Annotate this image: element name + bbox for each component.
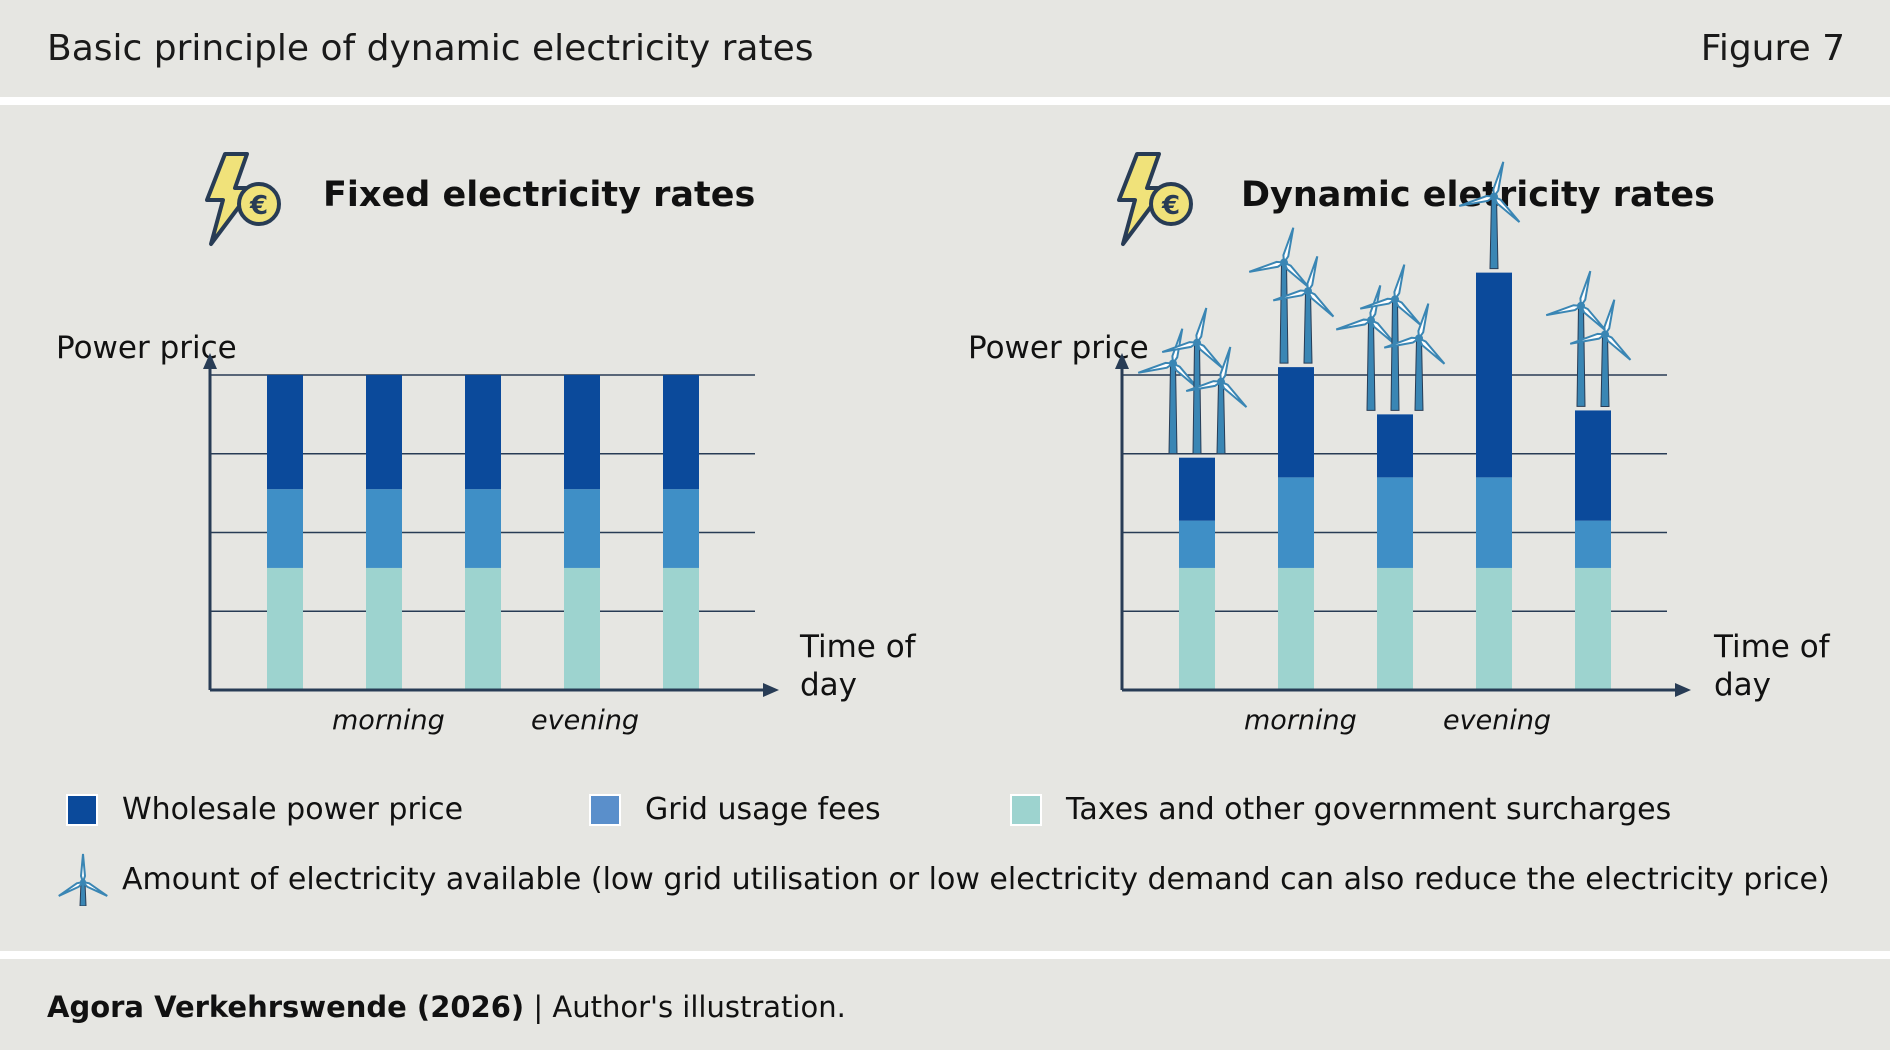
bar-segment-grid <box>1179 520 1215 568</box>
legend-swatch-taxes <box>1010 793 1042 826</box>
right-panel-title: Dynamic eletricity rates <box>1241 175 1715 215</box>
bar-segment-grid <box>663 489 699 568</box>
svg-text:€: € <box>249 191 268 221</box>
euro-bolt-icon: € <box>1117 152 1193 246</box>
bar-segment-taxes <box>465 567 501 690</box>
bar-segment-wholesale <box>366 375 402 490</box>
figure-number: Figure 7 <box>1700 28 1845 69</box>
wind-turbine-icon <box>1272 256 1335 364</box>
bar-segment-grid <box>366 489 402 568</box>
bar-segment-wholesale <box>663 375 699 490</box>
wind-turbine-icon <box>1545 270 1608 407</box>
legend-swatch-grid <box>589 793 621 826</box>
left-category-morning: morning <box>332 705 445 736</box>
right-category-morning: morning <box>1244 705 1357 736</box>
right-y-axis-label: Power price <box>968 330 1149 366</box>
bottom-divider <box>0 951 1890 959</box>
header: Basic principle of dynamic electricity r… <box>0 0 1890 96</box>
bar-segment-taxes <box>1377 567 1413 690</box>
bar-segment-taxes <box>663 567 699 690</box>
bar-segment-grid <box>267 489 303 568</box>
bar-segment-grid <box>1575 520 1611 568</box>
wind-turbine-icon <box>1458 161 1521 270</box>
y-axis-arrow <box>1115 353 1129 369</box>
wind-turbine-icon <box>1161 307 1224 455</box>
wind-turbine-icon <box>1137 328 1200 455</box>
bar-segment-grid <box>465 489 501 568</box>
legend-turbine: Amount of electricity available (low gri… <box>58 852 1830 906</box>
top-divider <box>0 97 1890 105</box>
x-axis-arrow <box>1675 683 1691 697</box>
bar-segment-taxes <box>267 567 303 690</box>
euro-bolt-icon: € <box>205 152 281 246</box>
bar-segment-wholesale <box>1377 414 1413 478</box>
bar-segment-grid <box>564 489 600 568</box>
left-x-axis-label: Time of day <box>800 629 916 703</box>
footer-source-name: Agora Verkehrswende (2026) <box>47 990 525 1024</box>
bar-segment-taxes <box>366 567 402 690</box>
y-axis-arrow <box>203 353 217 369</box>
left-panel-title: Fixed electricity rates <box>323 175 756 215</box>
right-x-axis-label: Time of day <box>1714 629 1830 703</box>
bar-segment-wholesale <box>267 375 303 490</box>
legend-taxes: Taxes and other government surcharges <box>1010 792 1671 827</box>
left-y-axis-label: Power price <box>56 330 237 366</box>
legend-grid: Grid usage fees <box>589 792 881 827</box>
wind-turbine-icon <box>1383 303 1446 411</box>
bar-segment-wholesale <box>1278 367 1314 478</box>
wind-turbine-icon <box>1185 346 1248 455</box>
bar-segment-wholesale <box>1476 272 1512 478</box>
bar-segment-taxes <box>564 567 600 690</box>
bar-segment-wholesale <box>1179 457 1215 521</box>
wind-turbine-icon <box>1569 299 1632 407</box>
bar-segment-taxes <box>1179 567 1215 690</box>
charts-svg <box>203 161 1691 697</box>
svg-text:€: € <box>1161 191 1180 221</box>
bar-segment-wholesale <box>465 375 501 490</box>
bar-segment-grid <box>1278 477 1314 568</box>
legend-label-turbine: Amount of electricity available (low gri… <box>122 861 1830 897</box>
bar-segment-taxes <box>1476 567 1512 690</box>
legend-wholesale: Wholesale power price <box>66 792 463 827</box>
bar-segment-taxes <box>1575 567 1611 690</box>
legend-swatch-wholesale <box>66 793 98 826</box>
footer-source: Agora Verkehrswende (2026) | Author's il… <box>47 990 846 1024</box>
wind-turbine-icon <box>58 853 108 906</box>
x-axis-arrow <box>763 683 779 697</box>
left-category-evening: evening <box>531 705 640 736</box>
footer-note: | Author's illustration. <box>524 990 846 1024</box>
bar-segment-wholesale <box>564 375 600 490</box>
bar-segment-grid <box>1377 477 1413 568</box>
legend-label-taxes: Taxes and other government surcharges <box>1066 792 1672 827</box>
legend-label-wholesale: Wholesale power price <box>122 792 464 827</box>
bar-segment-taxes <box>1278 567 1314 690</box>
bar-segment-wholesale <box>1575 410 1611 521</box>
figure-title: Basic principle of dynamic electricity r… <box>47 28 814 69</box>
bar-segment-grid <box>1476 477 1512 568</box>
legend-label-grid: Grid usage fees <box>645 792 881 827</box>
right-category-evening: evening <box>1443 705 1552 736</box>
